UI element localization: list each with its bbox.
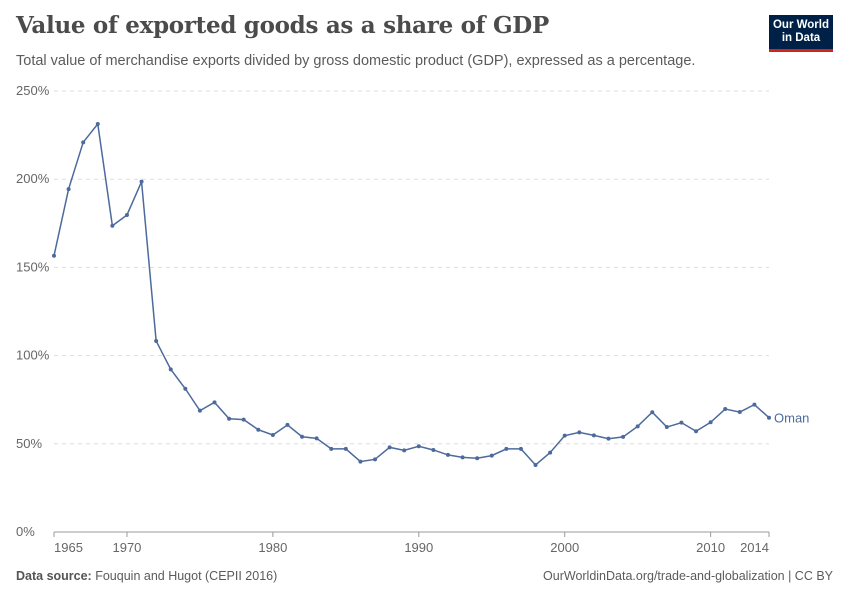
data-point bbox=[124, 213, 129, 218]
data-point bbox=[475, 456, 480, 461]
data-point bbox=[621, 434, 626, 439]
data-point bbox=[110, 223, 115, 228]
data-point bbox=[241, 417, 246, 422]
data-point bbox=[402, 448, 407, 453]
data-point bbox=[708, 420, 713, 425]
data-point bbox=[95, 121, 100, 126]
series-label-oman: Oman bbox=[774, 411, 809, 426]
data-point bbox=[154, 338, 159, 343]
data-point bbox=[285, 422, 290, 427]
data-point bbox=[66, 187, 71, 192]
data-point bbox=[460, 455, 465, 460]
data-point bbox=[300, 434, 305, 439]
data-point bbox=[343, 446, 348, 451]
source-label: Data source: bbox=[16, 569, 92, 583]
data-point bbox=[548, 450, 553, 455]
source-text: Fouquin and Hugot (CEPII 2016) bbox=[95, 569, 278, 583]
data-point bbox=[577, 430, 582, 435]
footer-url[interactable]: OurWorldinData.org/trade-and-globalizati… bbox=[543, 569, 833, 583]
data-point bbox=[767, 415, 771, 420]
data-point bbox=[197, 408, 202, 413]
data-point bbox=[52, 253, 56, 258]
data-point bbox=[168, 367, 173, 372]
data-point bbox=[416, 444, 421, 449]
data-point bbox=[183, 386, 188, 391]
data-source: Data source: Fouquin and Hugot (CEPII 20… bbox=[16, 569, 277, 583]
y-tick-label: 250% bbox=[16, 83, 50, 98]
data-point bbox=[139, 179, 144, 184]
data-point bbox=[591, 433, 596, 438]
data-point bbox=[518, 446, 523, 451]
data-point bbox=[445, 452, 450, 457]
y-tick-label: 0% bbox=[16, 524, 35, 539]
data-point bbox=[723, 407, 728, 412]
chart-subtitle: Total value of merchandise exports divid… bbox=[16, 53, 696, 69]
data-point bbox=[314, 436, 319, 441]
x-tick-label: 1980 bbox=[258, 540, 287, 555]
data-point bbox=[679, 420, 684, 425]
data-point bbox=[431, 447, 436, 452]
data-point bbox=[694, 429, 699, 434]
data-point bbox=[606, 436, 611, 441]
data-point bbox=[664, 425, 669, 430]
data-point bbox=[227, 416, 232, 421]
data-point bbox=[562, 433, 567, 438]
x-tick-label: 2014 bbox=[740, 540, 769, 555]
data-point bbox=[737, 410, 742, 415]
y-tick-label: 150% bbox=[16, 259, 50, 274]
data-point bbox=[387, 445, 392, 450]
data-point bbox=[752, 402, 757, 407]
data-point bbox=[270, 432, 275, 437]
series-line-oman bbox=[53, 122, 770, 467]
data-point bbox=[504, 446, 509, 451]
data-point bbox=[329, 446, 334, 451]
data-point bbox=[650, 410, 655, 415]
y-tick-label: 50% bbox=[16, 436, 42, 451]
data-point bbox=[256, 427, 261, 432]
data-point bbox=[635, 424, 640, 429]
data-point bbox=[533, 462, 538, 467]
x-tick-label: 1990 bbox=[404, 540, 433, 555]
data-point bbox=[212, 400, 217, 405]
owid-logo[interactable]: Our World in Data bbox=[769, 15, 833, 52]
data-point bbox=[358, 459, 363, 464]
data-point bbox=[373, 457, 378, 462]
data-point bbox=[81, 140, 86, 145]
x-tick-label: 2010 bbox=[696, 540, 725, 555]
y-tick-label: 200% bbox=[16, 171, 50, 186]
chart-title: Value of exported goods as a share of GD… bbox=[16, 12, 549, 39]
x-tick-label: 1965 bbox=[54, 540, 83, 555]
x-tick-label: 2000 bbox=[550, 540, 579, 555]
data-point bbox=[489, 453, 494, 458]
y-tick-label: 100% bbox=[16, 348, 50, 363]
x-tick-label: 1970 bbox=[112, 540, 141, 555]
